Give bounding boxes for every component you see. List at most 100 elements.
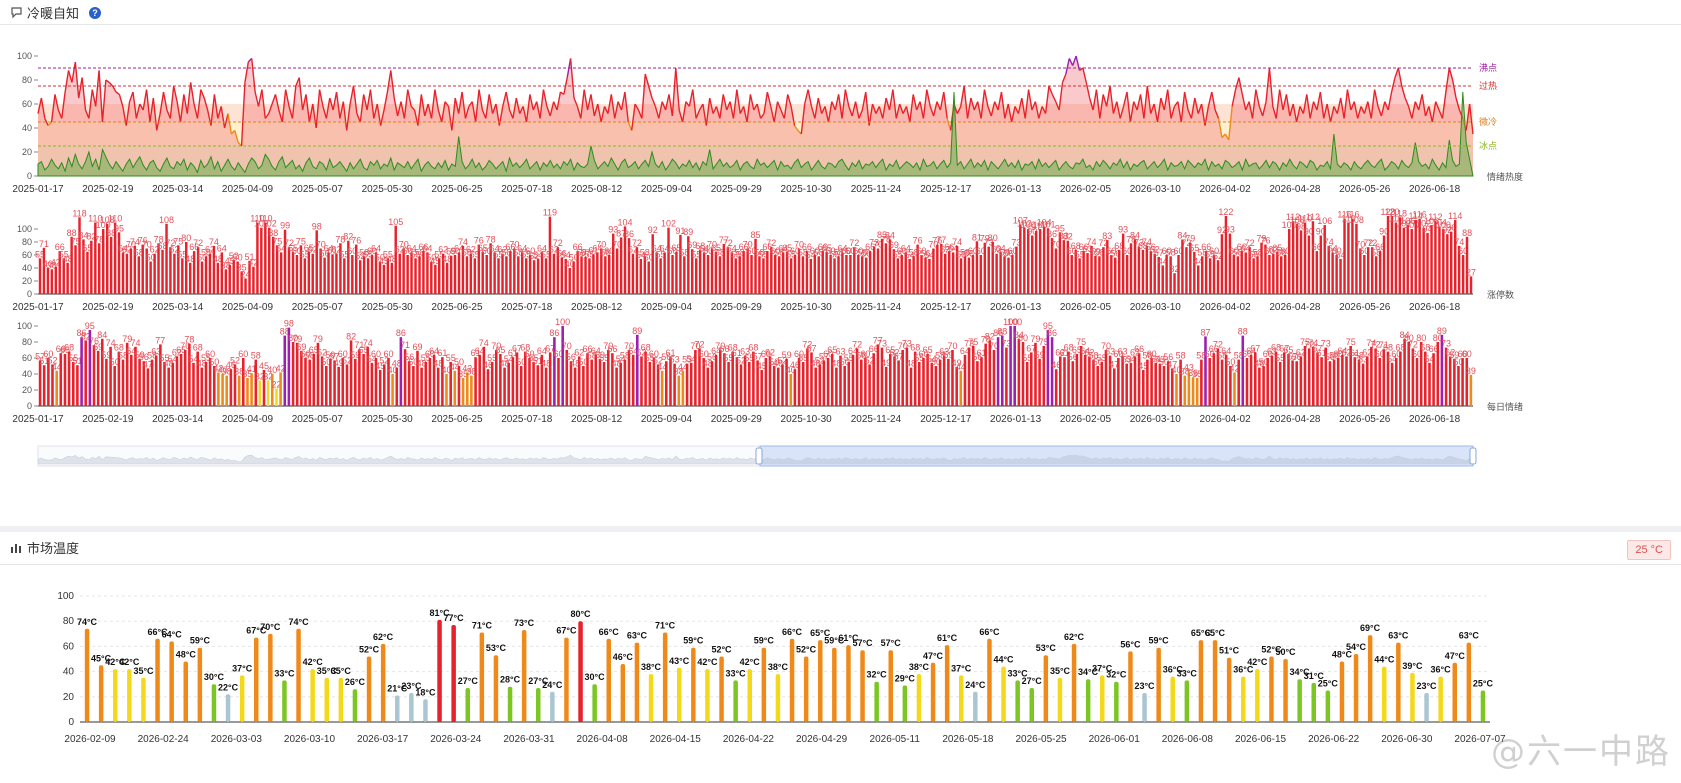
daily-sentiment-bar bbox=[1332, 359, 1336, 406]
daily-sentiment-bar bbox=[1113, 368, 1116, 406]
daily-sentiment-bar-label: 70 bbox=[989, 341, 999, 351]
limit-up-bar bbox=[121, 252, 125, 294]
daily-sentiment-bar bbox=[1229, 366, 1232, 406]
heat-line-segment bbox=[715, 106, 721, 119]
heat-line-segment bbox=[339, 101, 345, 119]
limit-up-bar bbox=[900, 255, 903, 294]
daily-sentiment-bar bbox=[490, 362, 494, 406]
limit-up-bar bbox=[50, 269, 54, 294]
heat-line-segment bbox=[379, 109, 385, 126]
heat-line-segment bbox=[627, 121, 633, 131]
heat-line-segment bbox=[766, 91, 772, 107]
daily-sentiment-x-label: 2026-02-05 bbox=[1060, 414, 1112, 425]
heat-line-segment bbox=[977, 101, 982, 119]
heat-line-segment bbox=[227, 113, 233, 135]
heat-line-segment bbox=[678, 109, 684, 123]
daily-sentiment-bar bbox=[1224, 354, 1228, 406]
limit-up-bar-label: 55 bbox=[410, 249, 420, 259]
help-icon[interactable]: ? bbox=[89, 6, 102, 19]
zoom-handle-right[interactable] bbox=[1469, 447, 1477, 465]
daily-sentiment-bar bbox=[652, 358, 656, 406]
daily-sentiment-bar-label: 60 bbox=[338, 349, 348, 359]
daily-sentiment-bar bbox=[1208, 358, 1211, 406]
daily-sentiment-bar bbox=[818, 364, 822, 406]
daily-sentiment-bar bbox=[1025, 362, 1029, 406]
limit-up-bar-label: 112 bbox=[1286, 212, 1300, 222]
heat-line-segment bbox=[692, 89, 697, 119]
limit-up-bar-label: 93 bbox=[608, 225, 618, 235]
daily-sentiment-bar bbox=[204, 362, 208, 406]
limit-up-bar-label: 95 bbox=[1055, 223, 1065, 233]
limit-up-bar bbox=[133, 245, 137, 294]
limit-up-bar-label: 72 bbox=[553, 238, 563, 248]
heat-line-segment bbox=[1072, 55, 1077, 66]
limit-up-bar bbox=[928, 258, 931, 294]
heat-line-segment bbox=[630, 103, 636, 131]
temp-bar bbox=[832, 647, 837, 722]
limit-up-bar-label: 102 bbox=[1396, 219, 1411, 229]
limit-up-bar bbox=[106, 223, 109, 294]
heat-line-segment bbox=[749, 94, 755, 111]
daily-sentiment-bar bbox=[354, 358, 357, 406]
heat-line-segment bbox=[1234, 77, 1240, 90]
heat-line-segment bbox=[393, 97, 399, 117]
limit-up-bar-label: 50 bbox=[233, 253, 243, 263]
heat-line-segment bbox=[193, 103, 199, 119]
daily-sentiment-bar-label: 65 bbox=[359, 345, 369, 355]
heat-line-segment bbox=[1010, 106, 1016, 123]
limit-up-bar bbox=[275, 245, 279, 295]
limit-up-bar-label: 58 bbox=[774, 247, 784, 257]
limit-up-bar bbox=[868, 251, 872, 294]
daily-sentiment-bar bbox=[1407, 342, 1410, 406]
limit-up-bar-label: 102 bbox=[661, 219, 676, 229]
heat-line-segment bbox=[617, 101, 623, 111]
daily-sentiment-bar-label: 58 bbox=[935, 351, 945, 361]
heat-line-segment bbox=[1251, 89, 1257, 119]
limit-up-bar-label: 60 bbox=[746, 246, 756, 256]
heat-line-segment bbox=[1228, 106, 1233, 141]
daily-sentiment-bar bbox=[1017, 338, 1021, 406]
limit-up-bar-label: 44 bbox=[1193, 256, 1203, 266]
heat-line-segment bbox=[288, 106, 294, 119]
daily-sentiment-bar bbox=[976, 361, 979, 406]
limit-up-bar bbox=[1149, 251, 1153, 294]
temp-bar-label: 45°C bbox=[91, 653, 112, 663]
daily-sentiment-bar bbox=[660, 370, 664, 406]
daily-sentiment-bar bbox=[1162, 366, 1166, 406]
heat-line-segment bbox=[1435, 101, 1440, 111]
temp-bar-label: 27°C bbox=[458, 676, 479, 686]
limit-up-bar-label: 32 bbox=[1169, 264, 1179, 274]
heat-line-segment bbox=[899, 103, 904, 114]
limit-up-bar bbox=[821, 251, 824, 294]
limit-up-bar-label: 90 bbox=[1304, 227, 1314, 237]
daily-sentiment-bar-label: 55 bbox=[446, 353, 456, 363]
limit-up-bar-label: 102 bbox=[1017, 219, 1032, 229]
temp-bar bbox=[324, 677, 329, 722]
daily-sentiment-bar-label: 63 bbox=[1117, 347, 1127, 357]
daily-sentiment-bar-label: 48 bbox=[570, 359, 580, 369]
daily-sentiment-bar bbox=[1303, 346, 1307, 406]
limit-up-bar bbox=[679, 234, 682, 294]
limit-up-bar bbox=[319, 248, 322, 294]
daily-sentiment-bar bbox=[872, 353, 875, 406]
temp-bar bbox=[1325, 690, 1331, 722]
daily-sentiment-bar-label: 74 bbox=[363, 338, 373, 348]
heat-line-segment bbox=[1136, 94, 1142, 111]
heat-line-segment bbox=[1380, 101, 1386, 117]
heat-line-segment bbox=[939, 91, 945, 111]
limit-up-bar bbox=[1173, 273, 1176, 294]
daily-sentiment-bar-label: 54 bbox=[188, 354, 198, 364]
daily-sentiment-bar-label: 60 bbox=[1113, 349, 1123, 359]
daily-sentiment-bar bbox=[92, 345, 96, 406]
limit-up-bar bbox=[1264, 244, 1267, 294]
limit-up-bar-label: 35 bbox=[237, 262, 247, 272]
limit-up-bar-label: 110 bbox=[258, 214, 272, 224]
heat-line-segment bbox=[281, 89, 287, 123]
zoom-handle-left[interactable] bbox=[755, 447, 763, 465]
limit-up-bar bbox=[1197, 265, 1200, 294]
limit-up-bar-label: 55 bbox=[470, 249, 480, 259]
heat-line-segment bbox=[50, 94, 56, 123]
limit-up-bar-label: 102 bbox=[262, 219, 277, 229]
daily-sentiment-tick-label: 60 bbox=[22, 353, 32, 363]
temp-bar-label: 30°C bbox=[204, 672, 225, 682]
